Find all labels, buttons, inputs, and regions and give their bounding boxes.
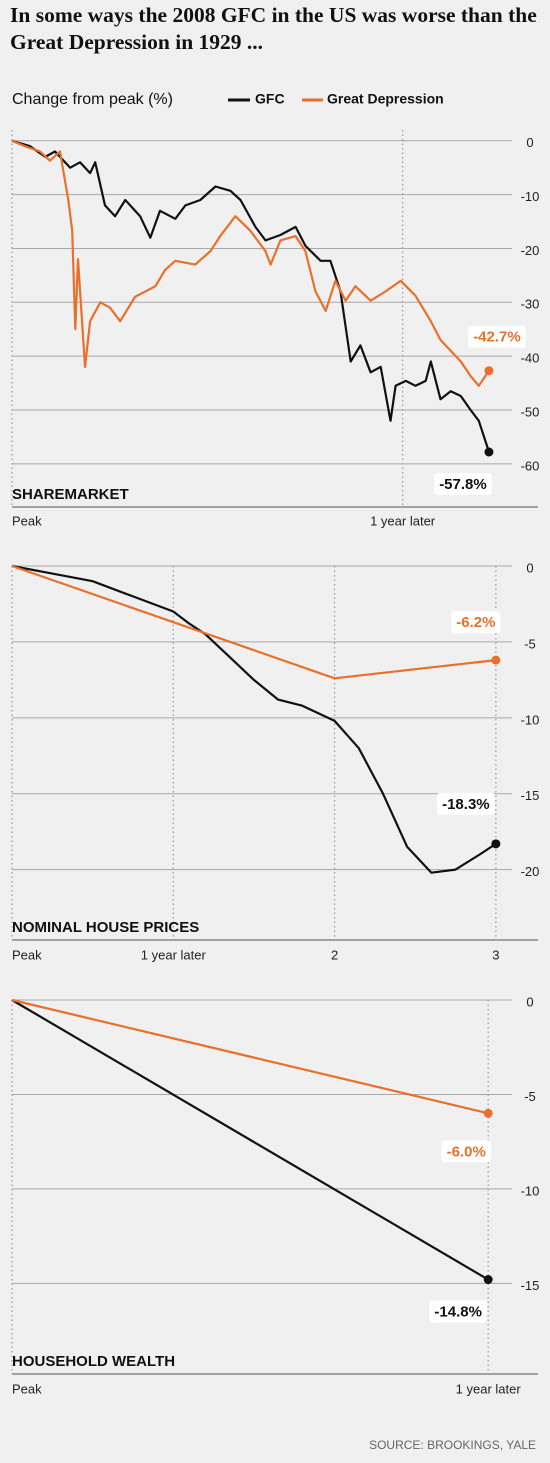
- series-line: [11, 999, 489, 1281]
- source: SOURCE: BROOKINGS, YALE: [369, 1438, 536, 1452]
- end-label: -6.2%: [456, 614, 495, 631]
- label-box: [429, 1300, 487, 1323]
- y-tick-label: 0: [526, 994, 533, 1009]
- chart-title: SHAREMARKET: [12, 486, 129, 503]
- x-tick-label: 1 year later: [456, 1381, 522, 1396]
- x-tick-label: 1 year later: [370, 513, 436, 528]
- series-line: [11, 998, 489, 1115]
- x-tick-label: 3: [492, 947, 499, 962]
- y-tick-label: -60: [521, 458, 540, 473]
- x-tick-label: Peak: [12, 947, 42, 962]
- series-line: [11, 139, 491, 453]
- series-line: [11, 564, 497, 680]
- y-tick-label: 0: [526, 560, 533, 575]
- end-label: -6.0%: [447, 1143, 486, 1160]
- series-line: [11, 564, 497, 874]
- y-tick-label: 0: [526, 135, 533, 150]
- chart-title: HOUSEHOLD WEALTH: [12, 1353, 175, 1370]
- end-dot: [484, 366, 494, 376]
- chart-title: NOMINAL HOUSE PRICES: [12, 919, 199, 936]
- label-box: [441, 1140, 491, 1163]
- end-dot: [491, 655, 501, 665]
- y-tick-label: -20: [521, 864, 540, 879]
- title: In some ways the 2008 GFC in the US was …: [10, 3, 537, 54]
- end-label: -18.3%: [442, 796, 490, 813]
- x-tick-label: Peak: [12, 1381, 42, 1396]
- legend-label: Great Depression: [327, 91, 444, 107]
- y-tick-label: -10: [521, 189, 540, 204]
- end-dot: [483, 1108, 493, 1118]
- series-line: [11, 139, 490, 387]
- end-dot: [484, 447, 494, 457]
- y-tick-label: -15: [521, 788, 540, 803]
- y-tick-label: -15: [521, 1278, 540, 1293]
- end-dot: [483, 1275, 493, 1285]
- y-tick-label: -30: [521, 297, 540, 312]
- x-tick-label: 1 year later: [141, 947, 207, 962]
- label-box: [437, 792, 495, 815]
- legend-label: GFC: [255, 91, 285, 107]
- y-tick-label: -40: [521, 351, 540, 366]
- end-label: -42.7%: [473, 329, 521, 346]
- y-tick-label: -10: [521, 1183, 540, 1198]
- y-tick-label: -5: [524, 1089, 536, 1104]
- y-tick-label: -5: [524, 636, 536, 651]
- x-tick-label: Peak: [12, 513, 42, 528]
- title-box: In some ways the 2008 GFC in the US was …: [10, 3, 537, 54]
- y-tick-label: -10: [521, 712, 540, 727]
- end-label: -57.8%: [439, 476, 487, 493]
- label-box: [451, 611, 501, 634]
- label-box: [468, 325, 526, 348]
- y-tick-label: -20: [521, 243, 540, 258]
- end-dot: [491, 839, 501, 849]
- subtitle: Change from peak (%): [12, 91, 173, 108]
- end-label: -14.8%: [434, 1304, 482, 1321]
- label-box: [434, 473, 492, 495]
- x-tick-label: 2: [331, 947, 338, 962]
- y-tick-label: -50: [521, 404, 540, 419]
